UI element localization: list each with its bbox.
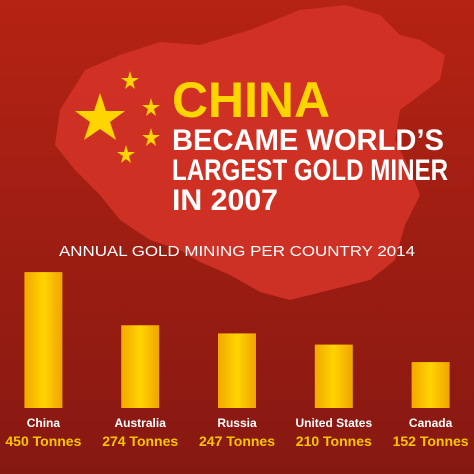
bar xyxy=(314,344,353,408)
value-label: 450 Tonnes xyxy=(5,433,81,449)
category-label: Russia xyxy=(217,416,257,430)
bar xyxy=(121,325,160,408)
category-label: Australia xyxy=(115,416,167,430)
flag-stars xyxy=(75,71,160,163)
heading-line: LARGEST GOLD MINER xyxy=(172,154,448,187)
value-label: 210 Tonnes xyxy=(296,433,372,449)
bar xyxy=(24,272,63,408)
bar xyxy=(411,362,450,408)
value-label: 247 Tonnes xyxy=(199,433,275,449)
category-label: Canada xyxy=(409,416,453,430)
china-map xyxy=(55,5,445,300)
category-label: United States xyxy=(295,416,372,430)
value-label: 152 Tonnes xyxy=(393,433,469,449)
heading-title: CHINA xyxy=(172,72,330,128)
heading-line: BECAME WORLD’S xyxy=(172,124,444,157)
value-label: 274 Tonnes xyxy=(102,433,178,449)
chart-title: ANNUAL GOLD MINING PER COUNTRY 2014 xyxy=(59,243,415,260)
heading-line: IN 2007 xyxy=(172,184,278,217)
category-label: China xyxy=(27,416,61,430)
bar xyxy=(218,333,256,408)
